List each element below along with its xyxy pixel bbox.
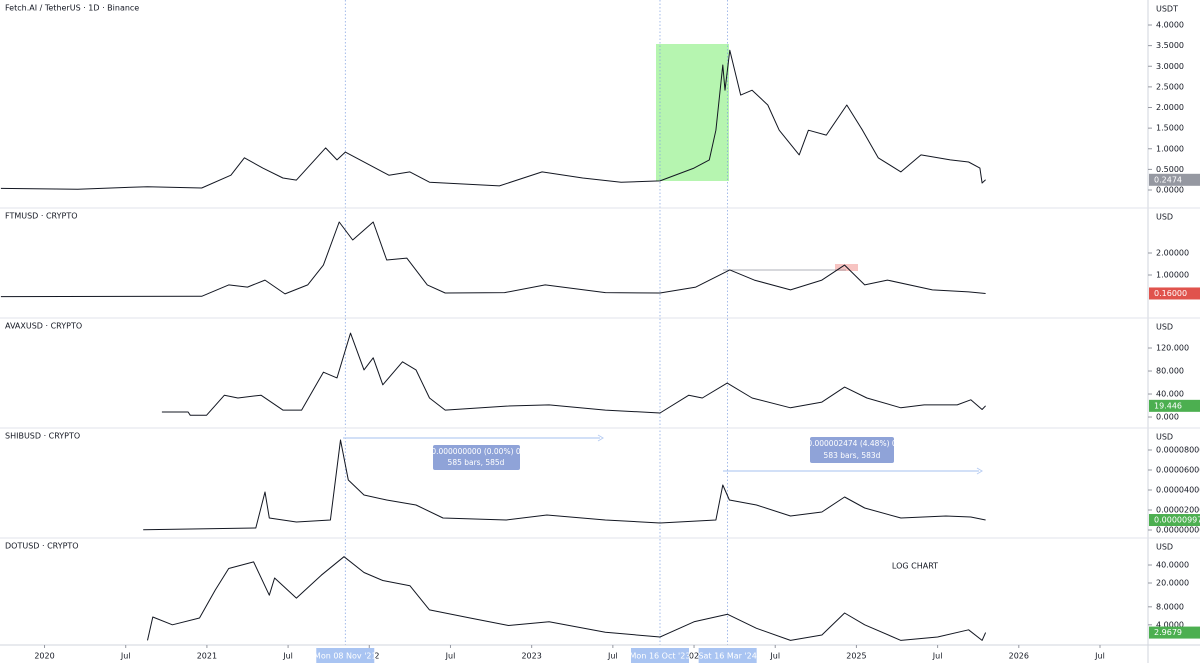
measure-text: 0.000002474 (4.48%) 0 xyxy=(807,439,897,448)
price-badge xyxy=(1149,173,1200,186)
measure-text: 585 bars, 585d xyxy=(448,458,505,467)
price-badge xyxy=(1149,399,1200,412)
y-tick-label: 0.000040000 xyxy=(1156,486,1200,495)
x-tick-label: Jul xyxy=(769,652,780,661)
y-tick-label: 4.0000 xyxy=(1156,20,1184,29)
price-badge-label: 0.000009974 xyxy=(1154,516,1200,525)
unit-label: USDT xyxy=(1156,5,1178,14)
price-line xyxy=(161,332,986,416)
x-tick-label: Jul xyxy=(120,652,131,661)
y-tick-label: 1.0000 xyxy=(1156,144,1184,153)
x-tick-label: 2024 xyxy=(684,652,704,661)
marker-label: Mon 16 Oct '23 xyxy=(630,652,691,661)
price-badge-label: 19.446 xyxy=(1154,401,1182,410)
x-tick-label: 2025 xyxy=(846,652,866,661)
y-tick-label: 2.5000 xyxy=(1156,82,1184,91)
pane-title: SHIBUSD · CRYPTO xyxy=(5,432,80,441)
unit-label: USD xyxy=(1156,323,1173,332)
annotation: LOG CHART xyxy=(892,562,938,571)
y-tick-label: 20.0000 xyxy=(1156,579,1189,588)
x-tick-label: 2026 xyxy=(1009,652,1029,661)
y-tick-label: 3.5000 xyxy=(1156,41,1184,50)
x-tick-label: 2020 xyxy=(34,652,54,661)
x-tick-label: 2021 xyxy=(197,652,217,661)
pane-title: FTMUSD · CRYPTO xyxy=(5,212,78,221)
x-tick-label: 2023 xyxy=(521,652,541,661)
pane-title: AVAXUSD · CRYPTO xyxy=(5,322,82,331)
measure-box xyxy=(810,437,894,463)
measure-text: 583 bars, 583d xyxy=(824,451,881,460)
marker-label-box xyxy=(698,648,757,663)
marker-label-box xyxy=(630,648,689,663)
y-tick-label: 4.0000 xyxy=(1156,620,1184,629)
price-badge-label: 0.16000 xyxy=(1154,289,1187,298)
marker-label: Mon 08 Nov '21 xyxy=(314,652,377,661)
y-tick-label: 40.0000 xyxy=(1156,561,1189,570)
marker-label: Sat 16 Mar '24 xyxy=(698,652,756,661)
y-tick-label: 40.000 xyxy=(1156,390,1184,399)
price-line xyxy=(0,221,986,298)
unit-label: USD xyxy=(1156,433,1173,442)
x-tick-label: Jul xyxy=(607,652,618,661)
y-tick-label: 8.0000 xyxy=(1156,602,1184,611)
y-tick-label: 3.0000 xyxy=(1156,62,1184,71)
price-line xyxy=(147,556,987,641)
price-badge xyxy=(1149,287,1200,300)
y-tick-label: 0.000020000 xyxy=(1156,506,1200,515)
y-tick-label: 80.000 xyxy=(1156,367,1184,376)
price-badge xyxy=(1149,626,1200,639)
y-tick-label: 120.000 xyxy=(1156,344,1189,353)
price-line xyxy=(143,439,986,531)
price-badge-label: 0.2474 xyxy=(1154,175,1182,184)
x-tick-label: Jul xyxy=(1094,652,1105,661)
x-tick-label: Jul xyxy=(282,652,293,661)
y-tick-label: 0.000060000 xyxy=(1156,466,1200,475)
y-tick-label: 0.000 xyxy=(1156,413,1179,422)
unit-label: USD xyxy=(1156,543,1173,552)
measure-text: 0.000000000 (0.00%) 0 xyxy=(431,447,521,456)
unit-label: USD xyxy=(1156,213,1173,222)
y-tick-label: 0.000080000 xyxy=(1156,446,1200,455)
y-tick-label: 2.0000 xyxy=(1156,103,1184,112)
measure-box xyxy=(433,445,520,470)
plot-area xyxy=(0,0,987,645)
price-line xyxy=(0,49,986,190)
arrow-head xyxy=(976,467,983,475)
measure-tool: 0.000000000 (0.00%) 0 585 bars, 585d 0.0… xyxy=(343,434,983,475)
marker-label-box xyxy=(316,648,375,663)
y-tick-label: 2.00000 xyxy=(1156,248,1189,257)
y-tick-label: 1.5000 xyxy=(1156,124,1184,133)
highlight-zone xyxy=(656,44,729,181)
y-tick-label: 0.0000 xyxy=(1156,186,1184,195)
x-tick-label: Jul xyxy=(445,652,456,661)
pane-title: DOTUSD · CRYPTO xyxy=(5,542,79,551)
pane-title: Fetch.AI / TetherUS · 1D · Binance xyxy=(5,4,139,13)
price-badge-label: 2.9679 xyxy=(1154,628,1182,637)
y-tick-label: 0.000000000 xyxy=(1156,526,1200,535)
price-badge xyxy=(1149,514,1200,527)
y-tick-label: 1.00000 xyxy=(1156,270,1189,279)
arrow-head xyxy=(597,434,604,442)
x-tick-label: Jul xyxy=(932,652,943,661)
y-tick-label: 0.5000 xyxy=(1156,165,1184,174)
